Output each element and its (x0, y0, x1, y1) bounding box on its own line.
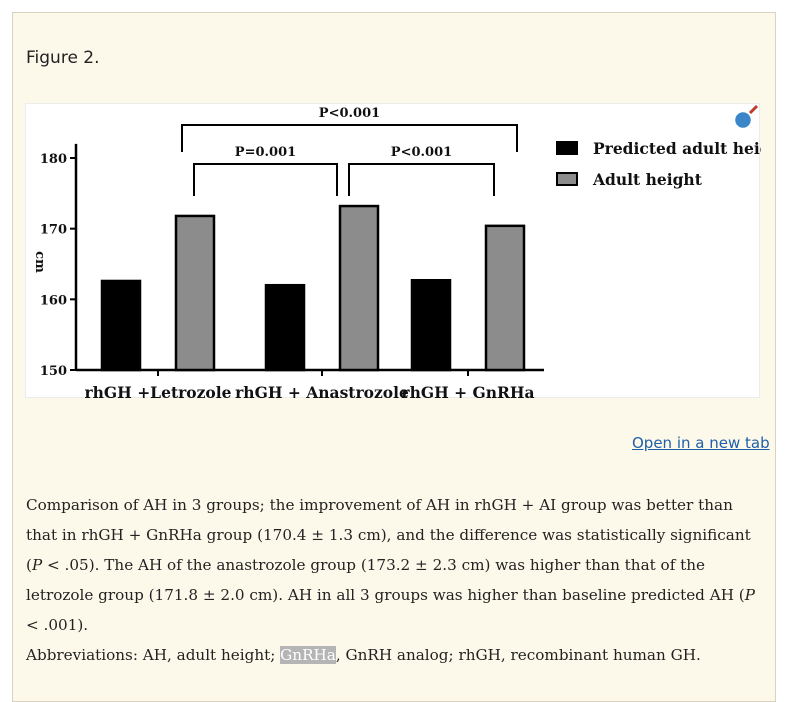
significance-bracket (193, 163, 338, 196)
x-tick-label: rhGH + GnRHa (401, 383, 534, 399)
bar-adult-1 (338, 204, 380, 372)
bar-predicted-2 (410, 279, 452, 372)
figure-image[interactable]: 150 160 170 180 cm rhGH +Letrozole rhGH + Anas… (25, 103, 761, 399)
x-tick-label: rhGH + Anastrozole (235, 383, 409, 399)
y-tick-label: 180 (40, 152, 67, 167)
abbrev-highlight: GnRHa (280, 646, 336, 664)
y-tick-label: 150 (40, 364, 67, 379)
open-in-new-tab-link[interactable]: Open in a new tab (632, 434, 770, 452)
significance-bracket (181, 124, 518, 152)
significance-label: P<0.001 (319, 106, 380, 121)
caption-italic-2: P (744, 586, 755, 604)
bar-adult-0 (174, 214, 216, 372)
bar-chart: 150 160 170 180 cm rhGH +Letrozole rhGH + Anas… (32, 106, 761, 399)
figure-caption: Comparison of AH in 3 groups; the improv… (26, 490, 766, 640)
y-tick-label: 160 (40, 293, 67, 308)
caption-text-2: < .05). The AH of the anastrozole group … (26, 556, 745, 604)
bar-predicted-0 (100, 279, 142, 372)
caption-text-3: < .001). (26, 616, 89, 634)
abbrev-prefix: Abbreviations: AH, adult height; (26, 646, 281, 664)
significance-bracket (348, 163, 495, 196)
y-axis-label: cm (32, 251, 47, 273)
figure-label: Figure 2. (26, 48, 100, 68)
legend-label: Predicted adult height (593, 139, 761, 158)
significance-label: P=0.001 (235, 145, 296, 160)
abbrev-suffix: , GnRH analog; rhGH, recombinant human G… (335, 646, 701, 664)
legend-label: Adult height (592, 170, 703, 189)
x-tick-label: rhGH +Letrozole (84, 383, 231, 399)
magnifier-icon (732, 104, 759, 131)
bar-adult-2 (484, 224, 526, 372)
significance-label: P<0.001 (391, 145, 452, 160)
abbreviations: Abbreviations: AH, adult height; GnRHa, … (26, 640, 766, 670)
caption-italic-1: P (31, 556, 43, 574)
legend-swatch (556, 141, 578, 155)
legend-swatch (556, 172, 578, 186)
zoom-button[interactable] (703, 103, 759, 139)
caption-text-1: Comparison of AH in 3 groups; the improv… (26, 496, 751, 574)
bar-predicted-1 (264, 283, 306, 372)
y-tick-label: 170 (40, 223, 67, 238)
